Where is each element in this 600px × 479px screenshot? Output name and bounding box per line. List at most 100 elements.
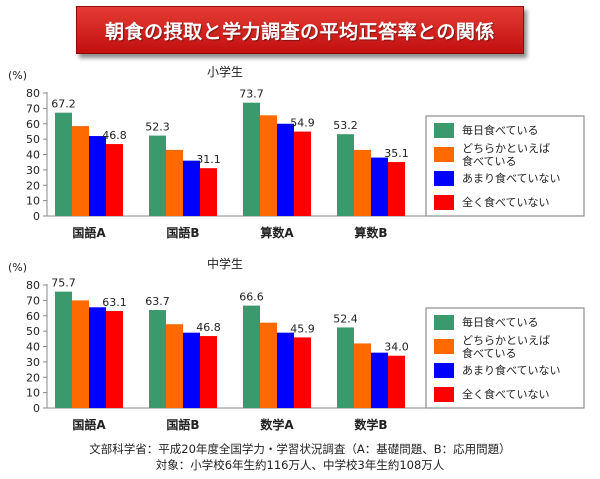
bar	[106, 144, 123, 216]
bar	[72, 300, 89, 408]
legend-swatch	[434, 171, 454, 186]
source-note: 文部科学省：平成20年度全国学力・学習状況調査（A：基礎問題、B：応用問題）	[89, 442, 511, 456]
legend-label: 食べている	[462, 346, 517, 360]
legend-label: どちらかといえば	[462, 334, 550, 347]
bar	[337, 327, 354, 408]
y-tick-label: 40	[26, 341, 40, 354]
legend-label: あまり食べていない	[462, 363, 561, 377]
elementary-chart: (%) 小学生 0 10 20 30 40 50 60 70 80 国語A 国語B 算数A 算数B 67.2 4…	[8, 64, 585, 240]
bar	[166, 149, 183, 216]
data-label: 46.8	[196, 321, 221, 334]
legend-swatch	[434, 123, 454, 138]
legend-swatch	[434, 147, 454, 162]
bar	[89, 136, 106, 216]
bar	[55, 291, 72, 408]
legend-swatch	[434, 363, 454, 378]
legend-swatch	[434, 315, 454, 330]
bar	[294, 131, 311, 216]
y-tick-label: 80	[26, 87, 40, 100]
bar	[354, 149, 371, 216]
bar	[243, 305, 260, 408]
y-tick-label: 30	[26, 164, 40, 177]
bar	[371, 157, 388, 216]
legend-label: 全く食べていない	[462, 387, 550, 401]
y-tick-label: 60	[26, 310, 40, 323]
y-tick-label: 20	[26, 371, 40, 384]
bar	[166, 324, 183, 408]
data-label: 75.7	[51, 277, 76, 290]
y-tick-label: 0	[33, 402, 40, 415]
bar	[354, 343, 371, 408]
bar	[243, 102, 260, 216]
data-label: 35.1	[384, 147, 409, 160]
subject-note: 対象：小学校6年生約116万人、中学校3年生約108万人	[155, 458, 445, 472]
data-label: 67.2	[51, 98, 76, 111]
data-label: 73.7	[239, 88, 264, 101]
x-tick-label: 国語A	[72, 225, 106, 240]
y-tick-label: 70	[26, 102, 40, 115]
bar	[388, 355, 405, 408]
x-tick-label: 国語B	[166, 225, 199, 240]
bar	[388, 162, 405, 216]
bar	[89, 307, 106, 408]
x-tick-label: 数学A	[260, 417, 294, 432]
y-tick-label: 80	[26, 279, 40, 292]
data-label: 53.2	[333, 119, 358, 132]
chart-title: 中学生	[207, 256, 243, 271]
y-tick-label: 10	[26, 195, 40, 208]
x-tick-label: 数学B	[354, 417, 387, 432]
bar	[183, 160, 200, 216]
bar	[149, 310, 166, 408]
x-tick-label: 算数A	[260, 225, 294, 240]
data-label: 63.1	[102, 296, 127, 309]
bar	[277, 332, 294, 408]
y-tick-label: 30	[26, 356, 40, 369]
data-label: 46.8	[102, 129, 127, 142]
y-tick-label: 50	[26, 133, 40, 146]
bar	[183, 332, 200, 408]
data-label: 31.1	[196, 153, 221, 166]
legend-swatch	[434, 195, 454, 210]
legend-label: 毎日食べている	[462, 123, 539, 137]
data-label: 66.6	[239, 291, 264, 304]
bar	[106, 310, 123, 408]
bar	[149, 135, 166, 216]
chart-title: 小学生	[207, 64, 243, 79]
legend-swatch	[434, 387, 454, 402]
bar	[371, 352, 388, 408]
y-tick-label: 50	[26, 325, 40, 338]
data-label: 45.9	[290, 322, 315, 335]
y-tick-label: 70	[26, 294, 40, 307]
legend-swatch	[434, 339, 454, 354]
bar	[200, 168, 217, 216]
page-title: 朝食の摂取と学力調査の平均正答率との関係	[105, 20, 495, 43]
data-label: 34.0	[384, 341, 409, 354]
data-label: 52.3	[145, 121, 170, 134]
data-label: 52.4	[333, 312, 358, 325]
bar	[294, 337, 311, 408]
bar	[72, 126, 89, 216]
x-tick-label: 国語A	[72, 417, 106, 432]
data-label: 63.7	[145, 295, 170, 308]
legend-label: 全く食べていない	[462, 195, 550, 209]
x-tick-label: 算数B	[354, 225, 387, 240]
legend-label: あまり食べていない	[462, 171, 561, 185]
y-tick-label: 40	[26, 149, 40, 162]
bar	[55, 112, 72, 216]
bar	[337, 134, 354, 216]
bar	[277, 123, 294, 216]
y-tick-label: 20	[26, 179, 40, 192]
y-tick-label: 60	[26, 118, 40, 131]
legend-label: 食べている	[462, 154, 517, 168]
middle-school-chart: (%) 中学生 0 10 20 30 40 50 60 70 80 国語A 国語B 数学A 数学B 75.7 6…	[8, 256, 585, 432]
y-axis-unit-label: (%)	[8, 69, 27, 82]
y-tick-label: 0	[33, 210, 40, 223]
x-tick-label: 国語B	[166, 417, 199, 432]
bar	[260, 115, 277, 216]
bar	[200, 336, 217, 408]
legend-label: どちらかといえば	[462, 142, 550, 155]
data-label: 54.9	[290, 117, 315, 130]
title-banner: 朝食の摂取と学力調査の平均正答率との関係	[76, 6, 524, 54]
bar	[260, 322, 277, 408]
y-axis-unit-label: (%)	[8, 261, 27, 274]
